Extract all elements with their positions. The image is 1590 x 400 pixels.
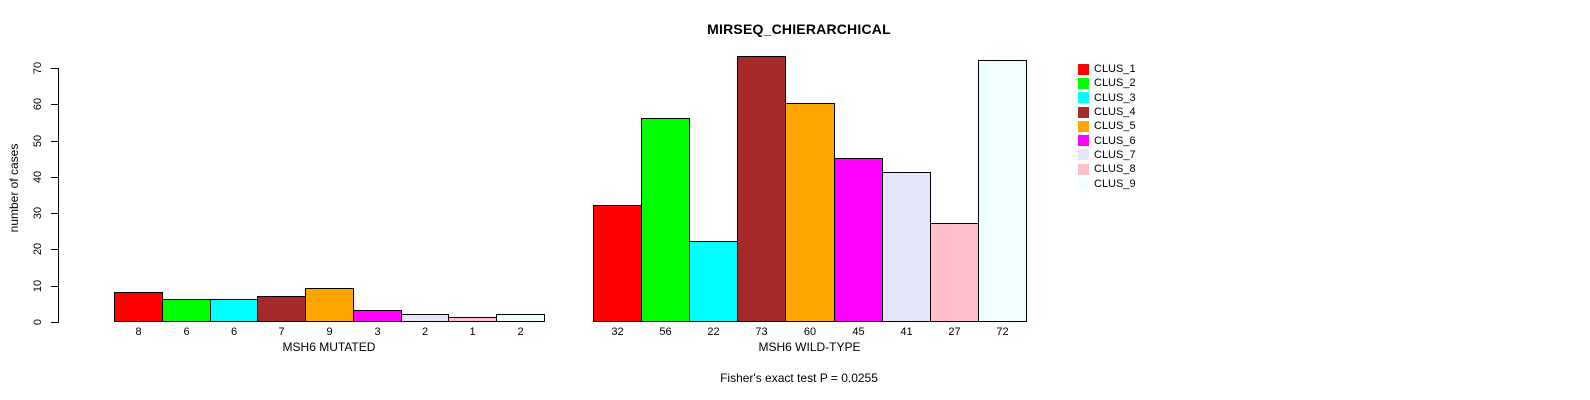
legend-color-swatch xyxy=(1078,163,1089,175)
y-axis-line xyxy=(58,68,59,323)
legend-item-label: CLUS_3 xyxy=(1094,91,1136,104)
legend-color-swatch xyxy=(1078,106,1089,118)
fisher-test-caption: Fisher's exact test P = 0.0255 xyxy=(720,371,878,385)
bar-clus_6-group1 xyxy=(834,158,883,322)
bar-value-label: 73 xyxy=(755,326,768,338)
bar-clus_4-group0 xyxy=(257,296,306,322)
y-axis-tick xyxy=(51,213,58,214)
y-axis-tick-label: 0 xyxy=(32,318,44,326)
bar-value-label: 32 xyxy=(611,326,624,338)
bar-clus_8-group1 xyxy=(930,223,979,322)
y-axis-tick-label: 60 xyxy=(32,97,44,111)
legend-item-label: CLUS_4 xyxy=(1094,106,1136,119)
y-axis-tick xyxy=(51,249,58,250)
bar-clus_6-group0 xyxy=(353,310,402,322)
bar-clus_7-group1 xyxy=(882,172,931,322)
y-axis-tick-label: 20 xyxy=(32,242,44,256)
bar-clus_8-group0 xyxy=(448,317,497,322)
bar-clus_7-group0 xyxy=(401,314,449,322)
bar-clus_1-group0 xyxy=(114,292,163,322)
legend-item: CLUS_7 xyxy=(1078,148,1136,162)
legend-item: CLUS_9 xyxy=(1078,176,1136,190)
bar-clus_3-group0 xyxy=(210,299,258,322)
legend: CLUS_1 CLUS_2 CLUS_3 CLUS_4 CLUS_5 CLUS_6 CLUS… xyxy=(1078,62,1136,191)
y-axis-tick xyxy=(51,286,58,287)
legend-item: CLUS_3 xyxy=(1078,91,1136,105)
legend-color-swatch xyxy=(1078,92,1089,104)
bar-clus_2-group1 xyxy=(641,118,690,322)
bar-value-label: 7 xyxy=(278,326,285,338)
legend-item-label: CLUS_1 xyxy=(1094,63,1136,76)
bar-value-label: 45 xyxy=(852,326,865,338)
bar-value-label: 2 xyxy=(421,326,429,338)
legend-item-label: CLUS_2 xyxy=(1094,77,1136,90)
legend-item: CLUS_5 xyxy=(1078,119,1136,133)
bar-clus_1-group1 xyxy=(593,205,642,322)
legend-item-label: CLUS_5 xyxy=(1094,120,1136,133)
bar-clus_5-group0 xyxy=(305,288,354,322)
bar-value-label: 9 xyxy=(326,326,333,338)
bar-value-label: 60 xyxy=(803,326,817,338)
legend-item-label: CLUS_8 xyxy=(1094,163,1136,176)
bar-value-label: 27 xyxy=(948,326,961,338)
x-axis-group-label-mutated: MSH6 MUTATED xyxy=(282,340,376,354)
bar-value-label: 2 xyxy=(517,326,524,338)
y-axis-tick-label: 70 xyxy=(32,61,44,75)
legend-color-swatch xyxy=(1078,135,1089,147)
bar-value-label: 41 xyxy=(900,326,913,338)
y-axis-tick xyxy=(51,68,58,69)
y-axis-tick xyxy=(51,322,58,323)
legend-item: CLUS_1 xyxy=(1078,62,1136,76)
bar-value-label: 1 xyxy=(469,326,476,338)
y-axis-tick-label: 40 xyxy=(32,170,44,184)
y-axis-tick-label: 10 xyxy=(32,279,44,293)
bar-value-label: 8 xyxy=(135,326,142,338)
bar-value-label: 3 xyxy=(374,326,381,338)
bar-clus_5-group1 xyxy=(785,103,835,322)
legend-item-label: CLUS_7 xyxy=(1094,148,1136,161)
bar-value-label: 22 xyxy=(707,326,720,338)
bar-value-label: 72 xyxy=(996,326,1009,338)
bar-value-label: 56 xyxy=(659,326,672,338)
legend-item-label: CLUS_6 xyxy=(1094,134,1136,147)
bar-value-label: 6 xyxy=(230,326,238,338)
legend-item: CLUS_2 xyxy=(1078,76,1136,90)
y-axis-tick xyxy=(51,177,58,178)
legend-item: CLUS_6 xyxy=(1078,133,1136,147)
y-axis-tick xyxy=(51,104,58,105)
chart-title: MIRSEQ_CHIERARCHICAL xyxy=(707,21,891,37)
legend-color-swatch xyxy=(1078,178,1089,190)
bar-value-label: 6 xyxy=(183,326,190,338)
bar-clus_2-group0 xyxy=(162,299,211,322)
y-axis-title: number of cases xyxy=(7,143,21,233)
x-axis-group-label-wildtype: MSH6 WILD-TYPE xyxy=(758,340,861,354)
legend-item-label: CLUS_9 xyxy=(1094,177,1136,190)
bar-clus_4-group1 xyxy=(737,56,786,322)
legend-color-swatch xyxy=(1078,120,1089,132)
legend-color-swatch xyxy=(1078,149,1089,161)
legend-color-swatch xyxy=(1078,63,1089,75)
legend-color-swatch xyxy=(1078,77,1089,89)
y-axis-tick-label: 30 xyxy=(32,206,44,220)
y-axis-tick xyxy=(51,141,58,142)
legend-item: CLUS_4 xyxy=(1078,105,1136,119)
y-axis-tick-label: 50 xyxy=(32,134,44,148)
legend-item: CLUS_8 xyxy=(1078,162,1136,176)
bar-clus_9-group0 xyxy=(496,314,545,322)
bar-clus_3-group1 xyxy=(689,241,738,322)
bar-clus_9-group1 xyxy=(978,60,1027,322)
